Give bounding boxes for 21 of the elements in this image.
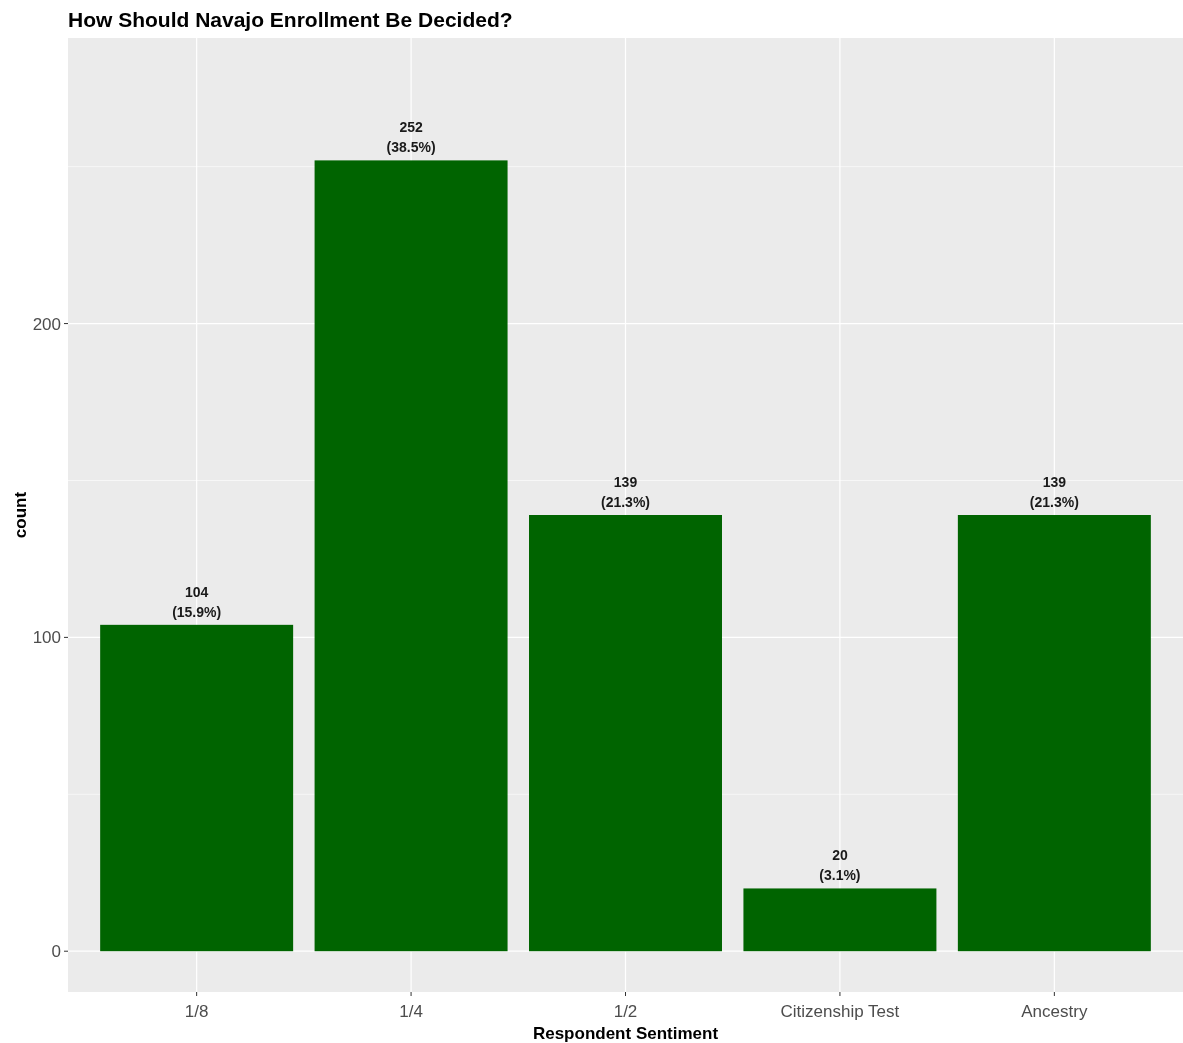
data-label: 139 (21.3%) <box>600 474 651 510</box>
bar <box>529 515 722 952</box>
x-tick-label: 1/8 <box>184 1002 209 1021</box>
x-tick-label: 1/4 <box>399 1002 423 1021</box>
data-label: 20 (3.1%) <box>819 847 861 884</box>
x-tick-label: Ancestry <box>1021 1002 1088 1021</box>
y-tick-label: 100 <box>32 628 61 648</box>
bar <box>100 624 294 952</box>
chart-title: How Should Navajo Enrollment Be Decided? <box>68 8 513 31</box>
x-tick-label: 1/2 <box>613 1002 638 1021</box>
y-tick-label: 0 <box>51 942 61 962</box>
bar <box>743 888 937 952</box>
bar <box>314 160 508 952</box>
y-tick-label: 200 <box>32 314 61 334</box>
bar <box>957 515 1151 952</box>
data-label: 104 (15.9%) <box>172 583 222 620</box>
x-tick-label: Citizenship Test <box>780 1002 900 1021</box>
data-label: 139 (21.3%) <box>1029 474 1079 510</box>
y-axis-title: count <box>11 491 30 539</box>
x-axis-title: Respondent Sentiment <box>532 1024 719 1043</box>
data-label: 252 (38.5%) <box>386 119 436 156</box>
